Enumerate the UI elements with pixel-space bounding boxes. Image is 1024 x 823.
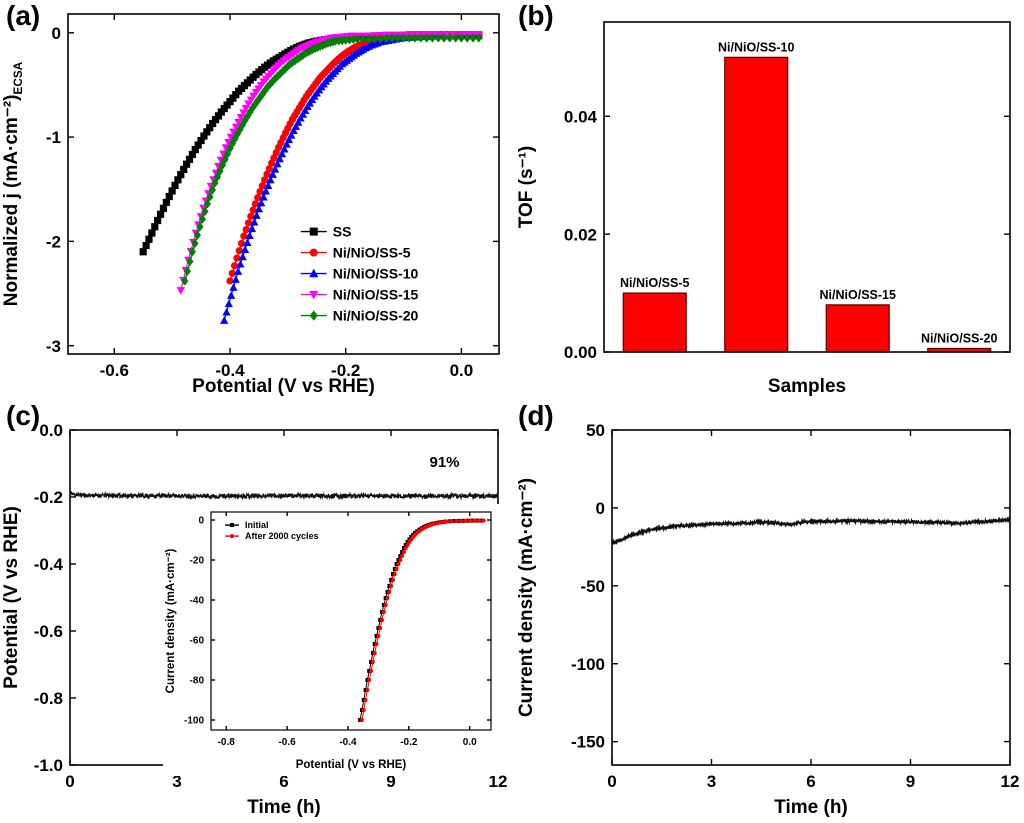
svg-text:6: 6 (806, 772, 815, 791)
svg-text:Ni/NiO/SS-10: Ni/NiO/SS-10 (718, 40, 794, 54)
panel-a-label: (a) (6, 0, 41, 31)
svg-text:0: 0 (596, 499, 605, 518)
svg-text:-0.6: -0.6 (278, 737, 296, 748)
svg-text:9: 9 (906, 772, 915, 791)
svg-text:0: 0 (607, 772, 616, 791)
svg-text:Current density (mA·cm⁻²): Current density (mA·cm⁻²) (165, 548, 177, 693)
svg-text:Ni/NiO/SS-15: Ni/NiO/SS-15 (333, 287, 419, 303)
svg-text:-50: -50 (580, 577, 605, 596)
svg-text:0: 0 (65, 772, 74, 791)
svg-text:Ni/NiO/SS-20: Ni/NiO/SS-20 (333, 308, 419, 324)
panel-c-label: (c) (6, 400, 41, 431)
svg-text:TOF (s⁻¹): TOF (s⁻¹) (516, 146, 537, 229)
svg-text:-150: -150 (571, 733, 605, 752)
svg-text:-3: -3 (46, 337, 61, 356)
svg-text:0: 0 (52, 24, 61, 43)
svg-text:Ni/NiO/SS-10: Ni/NiO/SS-10 (333, 266, 419, 282)
svg-text:-40: -40 (190, 596, 205, 607)
svg-text:-0.8: -0.8 (34, 689, 63, 708)
panel-b: (b) Ni/NiO/SS-5 Ni/NiO/SS-10 Ni/NiO/SS-15 N… (512, 0, 1024, 400)
panel-c: (c) 0 3 6 9 12 0.0 -0.2 -0.4 -0.6 -0.8 -1.0 Time (h… (0, 400, 512, 823)
svg-text:Samples: Samples (768, 376, 846, 397)
chart-panel-b-tof-bars: Ni/NiO/SS-5 Ni/NiO/SS-10 Ni/NiO/SS-15 Ni/Ni… (516, 21, 1011, 397)
svg-text:0.0: 0.0 (450, 361, 474, 380)
svg-text:-2: -2 (46, 232, 61, 251)
svg-text:Ni/NiO/SS-15: Ni/NiO/SS-15 (820, 288, 896, 302)
svg-text:-0.2: -0.2 (331, 361, 360, 380)
svg-text:Current density (mA·cm⁻²): Current density (mA·cm⁻²) (516, 478, 537, 717)
svg-text:-20: -20 (190, 556, 205, 567)
svg-text:Potential (V vs RHE): Potential (V vs RHE) (1, 506, 22, 689)
svg-text:-80: -80 (190, 676, 205, 687)
svg-text:91%: 91% (429, 454, 459, 471)
svg-text:0.00: 0.00 (564, 343, 597, 362)
svg-text:Time (h): Time (h) (774, 797, 848, 818)
svg-text:3: 3 (172, 772, 181, 791)
svg-text:0: 0 (198, 516, 204, 527)
panel-a: (a) -0.6 -0.4 -0.2 0.0 0 -1 -2 -3 Potential (V v… (0, 0, 512, 400)
svg-text:12: 12 (489, 772, 508, 791)
svg-text:0.0: 0.0 (463, 737, 477, 748)
svg-text:-1: -1 (46, 128, 61, 147)
svg-text:0.04: 0.04 (564, 107, 598, 126)
svg-text:-1.0: -1.0 (34, 756, 63, 775)
svg-text:-0.4: -0.4 (339, 737, 357, 748)
svg-text:Ni/NiO/SS-5: Ni/NiO/SS-5 (620, 276, 690, 290)
panel-d-label: (d) (518, 400, 554, 431)
svg-text:After 2000 cycles: After 2000 cycles (245, 531, 319, 541)
svg-text:0.0: 0.0 (39, 421, 63, 440)
svg-text:-100: -100 (184, 716, 204, 727)
chart-panel-d-chronoamperometry: 0 3 6 9 12 50 0 -50 -100 -150 Time (h) Current dens… (516, 421, 1020, 818)
panel-d: (d) 0 3 6 9 12 50 0 -50 -100 -150 Time (h) Current … (512, 400, 1024, 823)
svg-text:-0.4: -0.4 (215, 361, 245, 380)
svg-text:Potential (V vs RHE): Potential (V vs RHE) (296, 759, 407, 771)
svg-text:SS: SS (333, 224, 352, 240)
svg-text:Normalized j (mA·cm⁻²)ECSA: Normalized j (mA·cm⁻²)ECSA (1, 61, 25, 306)
chart-panel-c-inset-cycling: -0.8 -0.6 -0.4 -0.2 0.0 0 -20 -40 -60 -80 -100 Pote… (163, 504, 499, 776)
svg-text:12: 12 (1001, 772, 1020, 791)
svg-text:6: 6 (279, 772, 288, 791)
svg-text:3: 3 (707, 772, 716, 791)
svg-text:Initial: Initial (245, 520, 269, 530)
svg-text:-0.4: -0.4 (34, 555, 64, 574)
svg-text:-60: -60 (190, 636, 205, 647)
svg-text:-0.6: -0.6 (100, 361, 129, 380)
svg-text:Potential (V vs RHE): Potential (V vs RHE) (192, 376, 375, 397)
svg-text:Ni/NiO/SS-20: Ni/NiO/SS-20 (921, 331, 997, 345)
svg-text:Time (h): Time (h) (247, 797, 321, 818)
svg-text:-0.8: -0.8 (218, 737, 236, 748)
chart-panel-a-polarization: -0.6 -0.4 -0.2 0.0 0 -1 -2 -3 Potential (V vs RH… (1, 13, 500, 397)
panel-b-label: (b) (518, 0, 554, 31)
svg-text:9: 9 (386, 772, 395, 791)
svg-text:-0.6: -0.6 (34, 622, 63, 641)
svg-text:-0.2: -0.2 (400, 737, 418, 748)
svg-text:Ni/NiO/SS-5: Ni/NiO/SS-5 (333, 245, 411, 261)
svg-text:-100: -100 (571, 655, 605, 674)
svg-text:-0.2: -0.2 (34, 488, 63, 507)
svg-text:0.02: 0.02 (564, 225, 597, 244)
svg-text:50: 50 (586, 421, 605, 440)
